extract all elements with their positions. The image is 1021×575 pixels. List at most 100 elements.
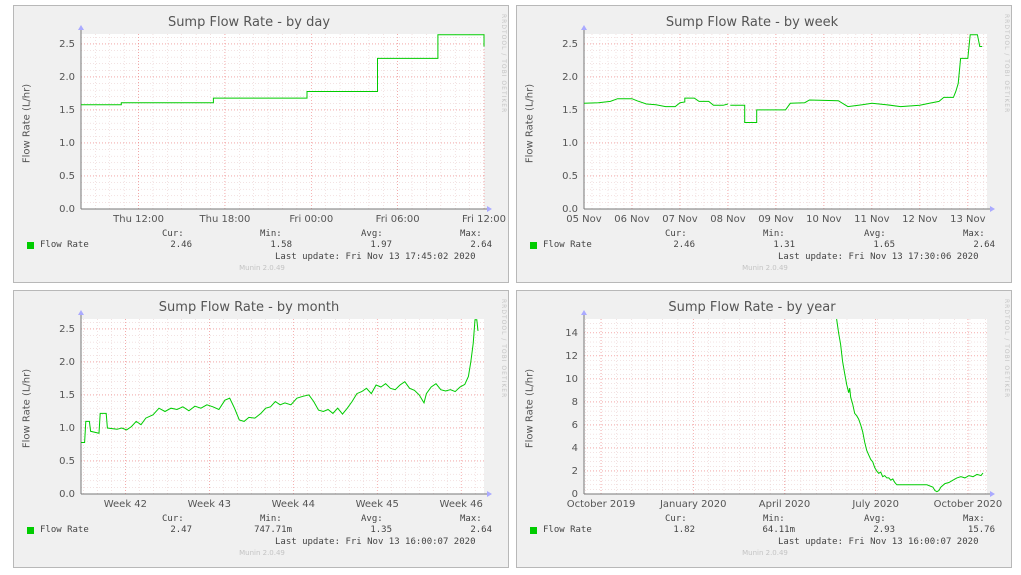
munin-version: Munin 2.0.49	[239, 549, 285, 557]
x-tick-label: Fri 12:00	[462, 214, 506, 225]
y-axis-arrow	[581, 25, 587, 30]
y-tick-label: 0.5	[562, 171, 578, 182]
y-axis-label: Flow Rate (L/hr)	[21, 83, 33, 164]
y-tick-label: 2.0	[562, 72, 578, 83]
y-tick-label: 2.5	[59, 324, 75, 335]
y-axis-label: Flow Rate (L/hr)	[524, 368, 536, 449]
legend-label: Flow Rate	[543, 240, 592, 250]
x-tick-label: Week 46	[440, 499, 483, 510]
y-tick-label: 2	[572, 466, 578, 477]
munin-version: Munin 2.0.49	[742, 264, 788, 272]
plot-month: 0.0 0.5 1.0 1.5 2.0 2.5 Week 42 Week 43 Week 44 W…	[59, 310, 492, 510]
stat-header-avg: Avg:	[864, 514, 886, 524]
graph-panel-week: 0.0 0.5 1.0 1.5 2.0 2.5 05 Nov 06 Nov 07 Nov 08 N…	[516, 5, 1012, 283]
plot-day: 0.0 0.5 1.0 1.5 2.0 2.5 Thu 12:00 Thu 18:00 Fri …	[59, 25, 506, 225]
munin-version: Munin 2.0.49	[742, 549, 788, 557]
legend-color-swatch	[530, 527, 537, 534]
y-tick-label: 0.0	[562, 204, 578, 215]
stat-header-cur: Cur:	[162, 514, 184, 524]
x-tick-label: Fri 06:00	[376, 214, 420, 225]
stat-header-cur: Cur:	[665, 514, 687, 524]
y-tick-label: 2.5	[562, 39, 578, 50]
x-tick-label: Thu 18:00	[199, 214, 251, 225]
y-tick-label: 0.0	[59, 204, 75, 215]
stat-avg: 1.65	[873, 240, 895, 250]
stat-max: 2.64	[470, 525, 492, 535]
y-tick-label: 1.0	[59, 138, 75, 149]
x-tick-label: 13 Nov	[950, 214, 986, 225]
x-tick-label: 12 Nov	[902, 214, 938, 225]
stat-header-min: Min:	[260, 229, 282, 239]
stat-cur: 2.47	[170, 525, 192, 535]
y-tick-label: 1.5	[562, 105, 578, 116]
stat-cur: 2.46	[170, 240, 192, 250]
x-tick-label: Week 44	[272, 499, 315, 510]
x-tick-label: 06 Nov	[614, 214, 650, 225]
stat-cur: 1.82	[673, 525, 695, 535]
x-tick-label: Week 43	[188, 499, 231, 510]
rrdtool-watermark: RRDTOOL / TOBI OETIKER	[500, 14, 507, 114]
x-tick-label: October 2020	[934, 499, 1003, 510]
y-tick-label: 1.0	[562, 138, 578, 149]
y-tick-label: 0	[572, 489, 578, 500]
y-tick-label: 2.5	[59, 39, 75, 50]
stat-header-avg: Avg:	[361, 514, 383, 524]
stat-cur: 2.46	[673, 240, 695, 250]
x-tick-label: 08 Nov	[710, 214, 746, 225]
graph-panel-year: 0 2 4 6 8 10 12 14 October 2019 January 2020 April…	[516, 290, 1012, 568]
stat-min: 64.11m	[762, 525, 795, 535]
stat-avg: 2.93	[873, 525, 895, 535]
legend-color-swatch	[27, 527, 34, 534]
stat-min: 1.31	[773, 240, 795, 250]
stat-header-min: Min:	[260, 514, 282, 524]
series-flow-rate	[836, 318, 984, 493]
plot-week: 0.0 0.5 1.0 1.5 2.0 2.5 05 Nov 06 Nov 07 Nov 08 N…	[562, 25, 995, 225]
y-axis-arrow	[581, 310, 587, 315]
legend-label: Flow Rate	[40, 525, 89, 535]
chart-title: Sump Flow Rate - by week	[665, 15, 839, 30]
x-tick-label: Week 45	[356, 499, 399, 510]
y-tick-label: 0.0	[59, 489, 75, 500]
stat-max: 2.64	[470, 240, 492, 250]
stat-avg: 1.97	[370, 240, 392, 250]
x-tick-label: 09 Nov	[758, 214, 794, 225]
y-tick-label: 8	[572, 397, 578, 408]
y-tick-label: 14	[565, 328, 578, 339]
chart-title: Sump Flow Rate - by day	[167, 15, 331, 30]
y-tick-label: 1.5	[59, 105, 75, 116]
stat-header-max: Max:	[460, 514, 482, 524]
munin-version: Munin 2.0.49	[239, 264, 285, 272]
x-tick-label: 07 Nov	[662, 214, 698, 225]
graph-panel-month: 0.0 0.5 1.0 1.5 2.0 2.5 Week 42 Week 43 Week 44 W…	[13, 290, 509, 568]
x-axis-arrow	[990, 491, 995, 497]
stat-min: 1.58	[270, 240, 292, 250]
stat-header-cur: Cur:	[162, 229, 184, 239]
y-tick-label: 2.0	[59, 72, 75, 83]
stat-min: 747.71m	[254, 525, 292, 535]
rrdtool-watermark: RRDTOOL / TOBI OETIKER	[1003, 14, 1010, 114]
x-tick-label: 10 Nov	[806, 214, 842, 225]
stat-header-min: Min:	[763, 229, 785, 239]
last-update: Last update: Fri Nov 13 16:00:07 2020	[778, 537, 979, 547]
y-axis-label: Flow Rate (L/hr)	[21, 368, 33, 449]
y-tick-label: 10	[565, 374, 578, 385]
x-tick-label: Thu 12:00	[112, 214, 164, 225]
chart-title: Sump Flow Rate - by month	[158, 300, 340, 315]
stat-header-avg: Avg:	[864, 229, 886, 239]
stat-max: 15.76	[967, 525, 995, 535]
plot-area	[81, 319, 484, 494]
stat-header-max: Max:	[460, 229, 482, 239]
graph-panel-day: 0.0 0.5 1.0 1.5 2.0 2.5 Thu 12:00 Thu 18:00 Fri …	[13, 5, 509, 283]
y-tick-label: 12	[565, 351, 578, 362]
y-tick-label: 6	[572, 420, 578, 431]
y-tick-label: 1.0	[59, 423, 75, 434]
x-tick-label: Fri 00:00	[289, 214, 333, 225]
x-tick-label: Week 42	[104, 499, 147, 510]
x-tick-label: July 2020	[851, 499, 899, 510]
stat-header-avg: Avg:	[361, 229, 383, 239]
stat-avg: 1.35	[370, 525, 392, 535]
y-axis-arrow	[78, 25, 84, 30]
stat-max: 2.64	[973, 240, 995, 250]
stat-header-cur: Cur:	[665, 229, 687, 239]
y-tick-label: 0.5	[59, 171, 75, 182]
